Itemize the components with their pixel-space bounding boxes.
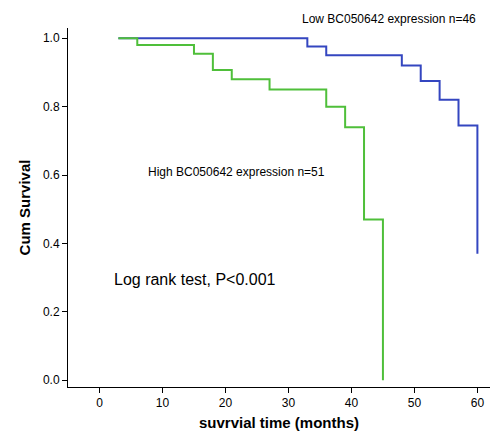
svg-text:1.0: 1.0 [43,31,60,45]
svg-text:0: 0 [96,396,103,410]
svg-text:0.0: 0.0 [43,373,60,387]
svg-text:0.6: 0.6 [43,168,60,182]
svg-text:50: 50 [408,396,422,410]
svg-text:Cum Survival: Cum Survival [16,160,33,256]
svg-text:40: 40 [345,396,359,410]
svg-text:High BC050642 expression n=51: High BC050642 expression n=51 [148,165,325,179]
svg-text:0.4: 0.4 [43,237,60,251]
svg-text:10: 10 [156,396,170,410]
svg-text:Log rank test, P<0.001: Log rank test, P<0.001 [114,271,276,288]
svg-text:20: 20 [219,396,233,410]
svg-text:0.8: 0.8 [43,100,60,114]
svg-text:60: 60 [471,396,485,410]
svg-text:Low BC050642 expression n=46: Low BC050642 expression n=46 [302,12,476,26]
svg-text:30: 30 [282,396,296,410]
svg-text:suvrvial time (months): suvrvial time (months) [199,414,359,431]
svg-text:0.2: 0.2 [43,305,60,319]
